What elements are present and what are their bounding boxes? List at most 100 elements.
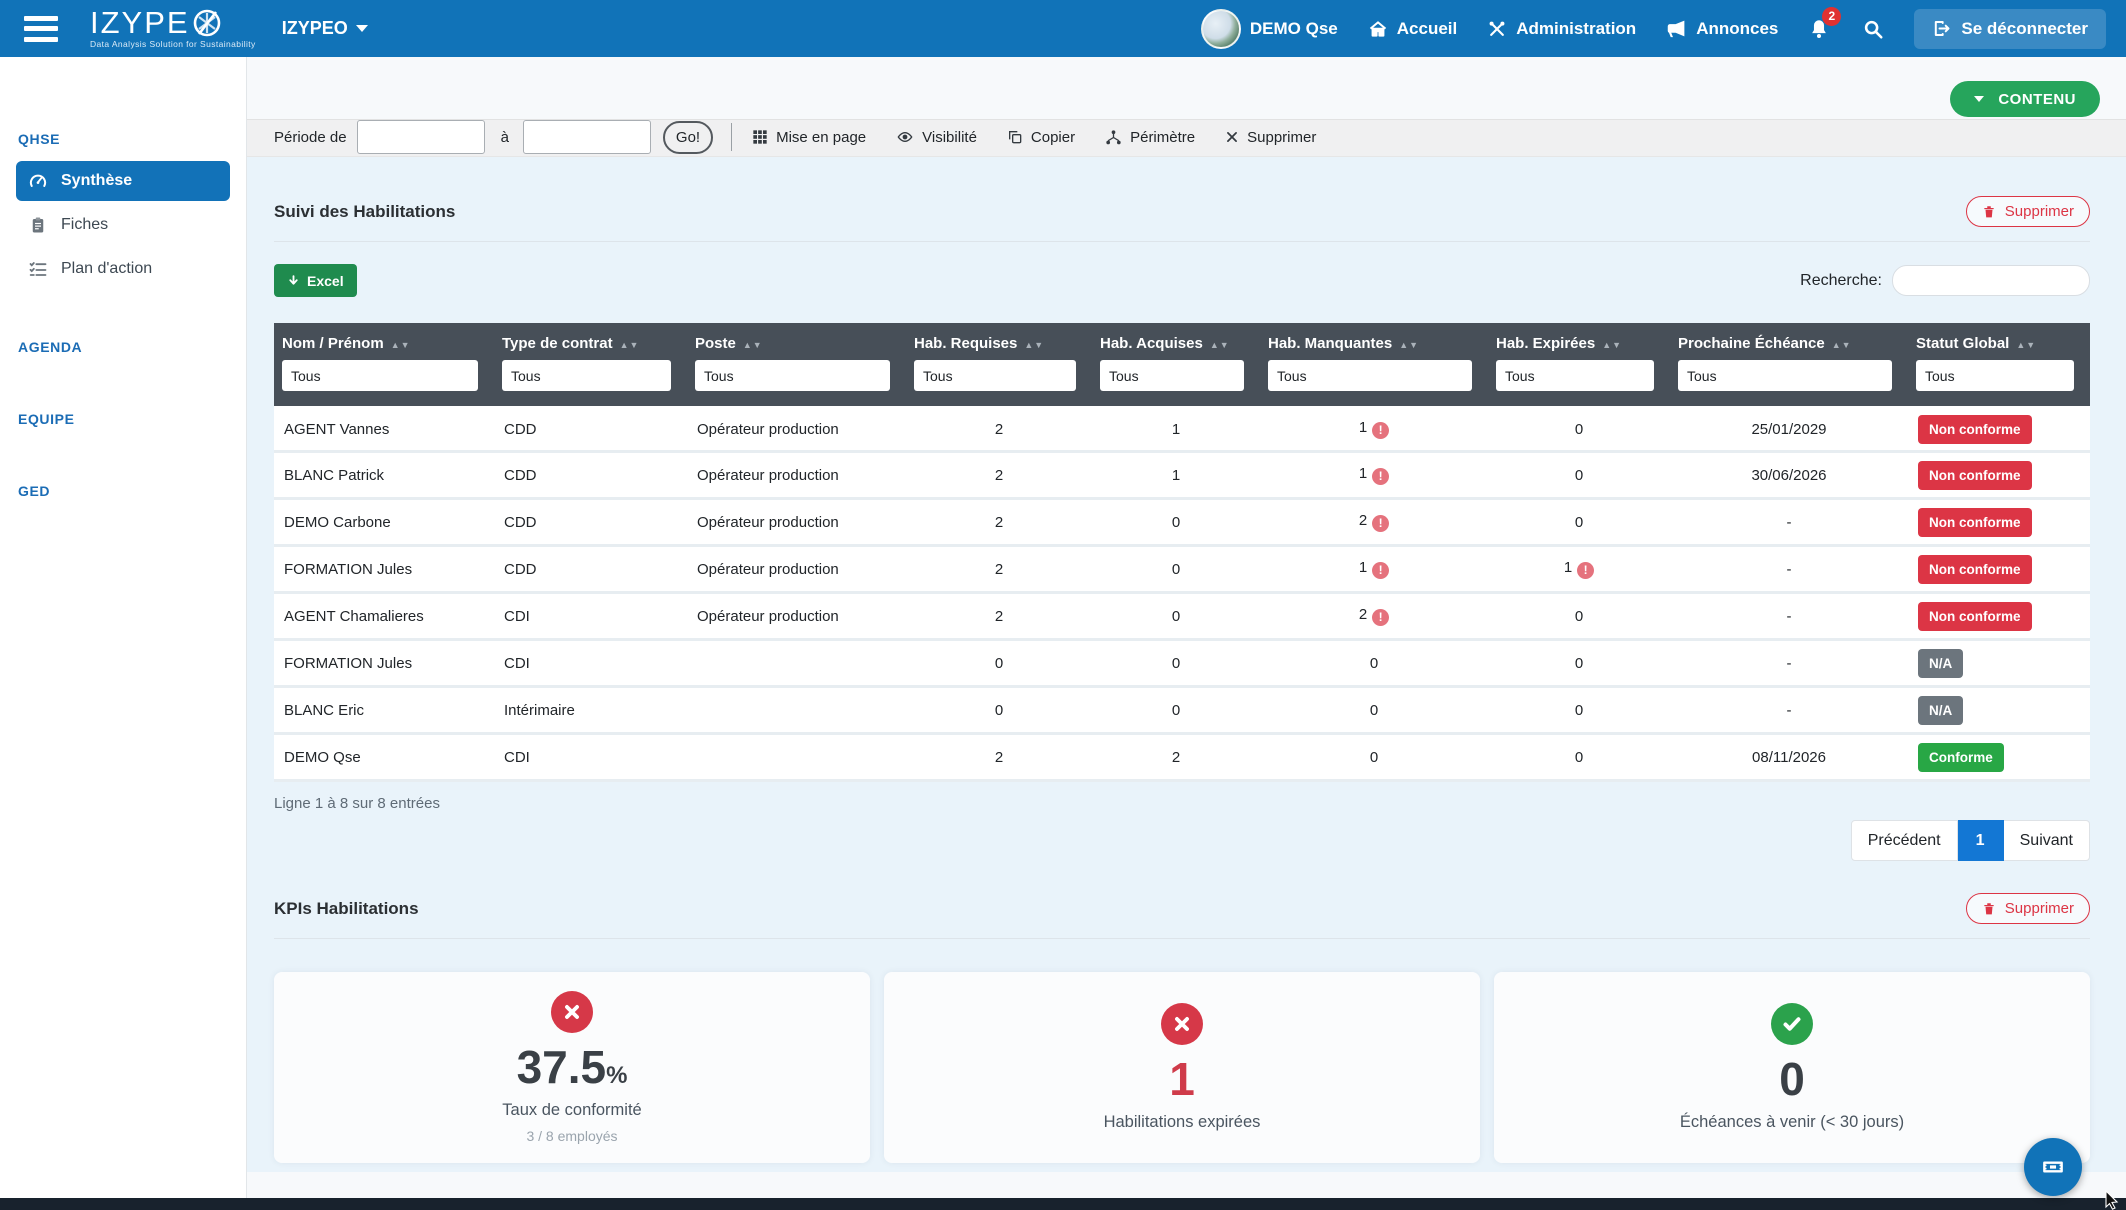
sidebar-item-plan-daction[interactable]: Plan d'action xyxy=(16,249,230,289)
column-header-4[interactable]: Hab. Acquises ▲▼ xyxy=(1092,323,1260,354)
floating-ticket-button[interactable] xyxy=(2024,1138,2082,1196)
table-row[interactable]: AGENT Chamalieres CDI Opérateur producti… xyxy=(274,594,2090,641)
delete-habilitations-widget-button[interactable]: Supprimer xyxy=(1965,196,2090,227)
workspace-dropdown[interactable]: IZYPEO xyxy=(282,18,368,39)
column-header-6[interactable]: Hab. Expirées ▲▼ xyxy=(1488,323,1670,354)
sort-icon[interactable]: ▲▼ xyxy=(1209,340,1230,350)
nav-administration[interactable]: Administration xyxy=(1487,19,1636,39)
cell-statut: N/A xyxy=(1908,641,2090,688)
sort-icon[interactable]: ▲▼ xyxy=(1399,340,1420,350)
cell-requises: 2 xyxy=(906,406,1092,453)
column-header-5[interactable]: Hab. Manquantes ▲▼ xyxy=(1260,323,1488,354)
column-filter-input-8[interactable] xyxy=(1916,360,2074,391)
sort-icon[interactable]: ▲▼ xyxy=(1024,340,1045,350)
logout-button[interactable]: Se déconnecter xyxy=(1914,8,2106,49)
sort-icon[interactable]: ▲▼ xyxy=(1831,340,1852,350)
cell-echeance: - xyxy=(1670,547,1908,594)
cell-nom: FORMATION Jules xyxy=(274,641,494,688)
period-to-label: à xyxy=(500,128,509,146)
column-header-1[interactable]: Type de contrat ▲▼ xyxy=(494,323,687,354)
gauge-icon xyxy=(28,171,48,191)
go-button[interactable]: Go! xyxy=(662,120,714,154)
table-row[interactable]: AGENT Vannes CDD Opérateur production 2 … xyxy=(274,406,2090,453)
column-filter-input-3[interactable] xyxy=(914,360,1076,391)
cell-nom: DEMO Qse xyxy=(274,735,494,782)
trash-icon xyxy=(1982,901,1996,916)
column-header-2[interactable]: Poste ▲▼ xyxy=(687,323,906,354)
cell-statut: N/A xyxy=(1908,688,2090,735)
cell-poste: Opérateur production xyxy=(687,500,906,547)
sort-icon[interactable]: ▲▼ xyxy=(742,340,763,350)
cell-contrat: CDI xyxy=(494,594,687,641)
pagination-page-1[interactable]: 1 xyxy=(1957,820,2004,861)
pagination-previous[interactable]: Précédent xyxy=(1850,820,1958,861)
sort-icon[interactable]: ▲▼ xyxy=(619,340,640,350)
cell-requises: 0 xyxy=(906,688,1092,735)
cell-requises: 2 xyxy=(906,500,1092,547)
cell-acquises: 0 xyxy=(1092,500,1260,547)
sidebar-item-synthese[interactable]: Synthèse xyxy=(16,161,230,201)
table-row[interactable]: BLANC Patrick CDD Opérateur production 2… xyxy=(274,453,2090,500)
sort-icon[interactable]: ▲▼ xyxy=(390,340,411,350)
notifications-bell[interactable]: 2 xyxy=(1808,6,1842,41)
sidebar-section-ged[interactable]: GED xyxy=(18,483,51,499)
sitemap-icon xyxy=(1105,129,1122,146)
contenu-button[interactable]: CONTENU xyxy=(1950,81,2100,117)
action-perimetre[interactable]: Périmètre xyxy=(1105,129,1195,146)
column-filter-input-1[interactable] xyxy=(502,360,671,391)
hamburger-menu-icon[interactable] xyxy=(24,15,58,42)
download-arrow-icon xyxy=(287,274,300,288)
action-visibilite[interactable]: Visibilité xyxy=(896,129,977,146)
cell-nom: FORMATION Jules xyxy=(274,547,494,594)
sort-icon[interactable]: ▲▼ xyxy=(1602,340,1623,350)
column-header-3[interactable]: Hab. Requises ▲▼ xyxy=(906,323,1092,354)
brand-logo[interactable]: IZYPE Data Analysis Solution for Sustain… xyxy=(90,7,256,49)
copy-icon xyxy=(1007,129,1023,145)
kpi-card-echeances-a-venir: 0 Échéances à venir (< 30 jours) xyxy=(1494,972,2090,1163)
brand-o-mark-icon xyxy=(192,8,222,38)
action-copier[interactable]: Copier xyxy=(1007,129,1075,146)
search-button[interactable] xyxy=(1862,18,1884,40)
cell-poste: Opérateur production xyxy=(687,453,906,500)
column-filter-input-0[interactable] xyxy=(282,360,478,391)
sidebar-section-qhse[interactable]: QHSE xyxy=(18,131,61,147)
pagination: Précédent 1 Suivant xyxy=(274,820,2090,861)
column-filter-input-7[interactable] xyxy=(1678,360,1892,391)
column-filter-input-5[interactable] xyxy=(1268,360,1472,391)
sidebar-section-agenda[interactable]: AGENDA xyxy=(18,339,83,355)
delete-kpi-widget-button[interactable]: Supprimer xyxy=(1965,893,2090,924)
export-excel-button[interactable]: Excel xyxy=(274,264,357,297)
cell-statut: Non conforme xyxy=(1908,406,2090,453)
checklist-icon xyxy=(28,259,48,279)
cell-manquantes: 1! xyxy=(1260,547,1488,594)
nav-annonces[interactable]: Annonces xyxy=(1666,18,1778,39)
divider xyxy=(274,241,2090,242)
main-content: CONTENU Période de à Go! Mise en page Vi… xyxy=(247,57,2126,1198)
sidebar-item-fiches[interactable]: Fiches xyxy=(16,205,230,245)
column-header-8[interactable]: Statut Global ▲▼ xyxy=(1908,323,2090,354)
alert-icon: ! xyxy=(1372,468,1390,485)
notification-badge: 2 xyxy=(1822,6,1842,26)
column-filter-input-6[interactable] xyxy=(1496,360,1654,391)
table-search-input[interactable] xyxy=(1892,265,2090,296)
table-row[interactable]: DEMO Carbone CDD Opérateur production 2 … xyxy=(274,500,2090,547)
column-header-0[interactable]: Nom / Prénom ▲▼ xyxy=(274,323,494,354)
action-supprimer-widget[interactable]: Supprimer xyxy=(1225,129,1316,146)
period-end-input[interactable] xyxy=(522,120,651,154)
nav-accueil[interactable]: Accueil xyxy=(1368,19,1457,39)
sidebar-section-equipe[interactable]: EQUIPE xyxy=(18,411,75,427)
table-row[interactable]: FORMATION Jules CDD Opérateur production… xyxy=(274,547,2090,594)
topbar: IZYPE Data Analysis Solution for Sustain… xyxy=(0,0,2126,57)
sort-icon[interactable]: ▲▼ xyxy=(2016,340,2037,350)
home-icon xyxy=(1368,19,1388,39)
user-menu[interactable]: DEMO Qse xyxy=(1200,8,1338,49)
column-filter-input-2[interactable] xyxy=(695,360,890,391)
column-filter-input-4[interactable] xyxy=(1100,360,1244,391)
pagination-next[interactable]: Suivant xyxy=(2003,820,2090,861)
period-start-input[interactable] xyxy=(356,120,485,154)
column-header-7[interactable]: Prochaine Échéance ▲▼ xyxy=(1670,323,1908,354)
action-mise-en-page[interactable]: Mise en page xyxy=(752,129,866,146)
